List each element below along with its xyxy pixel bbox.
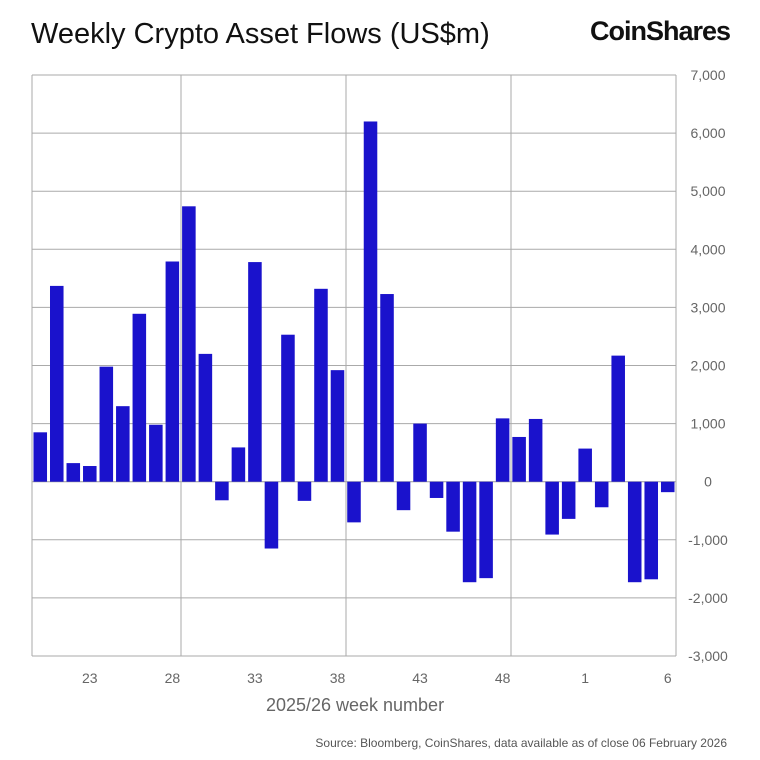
bar-week-41 [380, 294, 394, 482]
chart-title: Weekly Crypto Asset Flows (US$m) [31, 18, 490, 50]
bar-week-30 [198, 353, 213, 482]
y-tick-label: -1,000 [688, 532, 728, 548]
bar-week-35 [281, 334, 295, 482]
bar-week-31 [215, 481, 229, 501]
bar-week-34 [264, 481, 279, 549]
y-tick-label: 3,000 [690, 299, 725, 315]
x-tick-label: 1 [581, 670, 589, 686]
y-tick-label: 2,000 [690, 358, 725, 374]
tick-labels: 7,000 6,000 5,000 4,000 3,000 2,000 1,000 0 -1,0… [82, 67, 728, 686]
bar-week-4 [627, 481, 642, 583]
x-tick-label: 23 [82, 670, 98, 686]
x-tick-label: 28 [165, 670, 181, 686]
bar-week-50 [528, 418, 543, 482]
bar-week-33 [248, 262, 262, 482]
bar-week-42 [396, 481, 411, 511]
bar-week-3 [611, 355, 625, 482]
x-tick-label: 6 [664, 670, 672, 686]
bar-week-22 [66, 463, 81, 482]
bar-week-26 [132, 313, 147, 482]
y-tick-label: 5,000 [690, 183, 725, 199]
y-tick-label: -3,000 [688, 648, 728, 664]
bar-week-37 [314, 288, 328, 482]
bar-week-46 [462, 481, 477, 583]
bar-week-25 [116, 406, 130, 482]
y-tick-label: 6,000 [690, 125, 725, 141]
bar-week-47 [479, 481, 493, 579]
bar-week-49 [512, 436, 526, 482]
bar-week-51 [545, 481, 559, 535]
x-tick-label: 38 [330, 670, 346, 686]
bar-week-27 [149, 424, 163, 482]
bars [33, 121, 675, 583]
y-tick-label: 1,000 [690, 416, 725, 432]
bar-week-21 [49, 285, 64, 482]
bar-week-40 [363, 121, 378, 482]
x-tick-label: 33 [247, 670, 263, 686]
bar-week-36 [297, 481, 312, 501]
bar-week-44 [429, 481, 444, 498]
bar-week-1 [578, 448, 592, 482]
bar-week-2 [594, 481, 609, 508]
y-tick-label: 4,000 [690, 241, 725, 257]
x-tick-label: 48 [495, 670, 511, 686]
bar-week-48 [495, 418, 510, 482]
x-axis-title: 2025/26 week number [266, 695, 444, 715]
bar-week-45 [446, 481, 460, 532]
x-tick-label: 43 [412, 670, 428, 686]
y-tick-label: -2,000 [688, 590, 728, 606]
gridlines [31, 74, 677, 657]
bar-week-6 [660, 481, 675, 493]
bar-week-38 [330, 370, 345, 482]
y-tick-label: 7,000 [690, 67, 725, 83]
y-tick-label: 0 [704, 474, 712, 490]
bar-week-29 [182, 206, 196, 482]
coinshares-logo: CoinShares [589, 16, 731, 46]
bar-week-32 [231, 447, 246, 482]
bar-week-24 [99, 366, 114, 482]
bar-week-20 [33, 432, 48, 482]
bar-week-43 [413, 423, 427, 482]
bar-week-52 [561, 481, 576, 519]
bar-week-39 [347, 481, 361, 523]
bar-week-28 [165, 261, 180, 482]
source-note: Source: Bloomberg, CoinShares, data avai… [315, 736, 727, 750]
bar-week-23 [83, 466, 97, 482]
bar-week-5 [644, 481, 659, 580]
